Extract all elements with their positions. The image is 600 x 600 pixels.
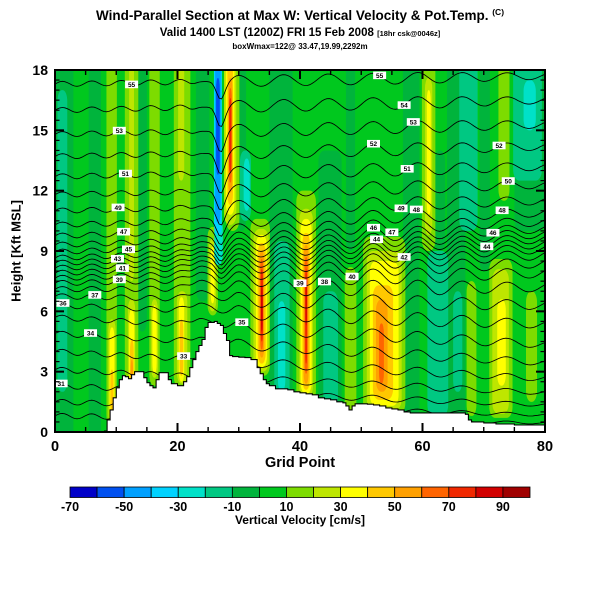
svg-text:-70: -70 xyxy=(61,500,79,514)
svg-text:46: 46 xyxy=(370,225,378,232)
svg-text:53: 53 xyxy=(116,128,124,135)
plot-title: Wind-Parallel Section at Max W: Vertical… xyxy=(0,7,600,23)
svg-text:52: 52 xyxy=(495,143,503,150)
svg-text:-50: -50 xyxy=(115,500,133,514)
svg-text:37: 37 xyxy=(91,292,99,299)
svg-text:30: 30 xyxy=(334,500,348,514)
svg-text:12: 12 xyxy=(32,183,48,199)
svg-text:80: 80 xyxy=(537,439,553,455)
svg-text:40: 40 xyxy=(292,439,308,455)
colorbar: -70 -50 -30 -10 10 30 50 70 90 xyxy=(61,486,531,514)
svg-text:41: 41 xyxy=(119,266,127,273)
valid-time-text: Valid 1400 LST (1200Z) FRI 15 Feb 2008 xyxy=(159,27,374,39)
svg-text:-10: -10 xyxy=(223,500,241,514)
svg-text:0: 0 xyxy=(51,439,59,455)
svg-text:44: 44 xyxy=(373,237,381,244)
svg-text:15: 15 xyxy=(32,122,48,138)
svg-text:39: 39 xyxy=(296,281,304,288)
svg-text:51: 51 xyxy=(122,171,130,178)
svg-text:44: 44 xyxy=(483,244,491,251)
svg-text:36: 36 xyxy=(59,300,67,307)
svg-text:49: 49 xyxy=(397,206,405,213)
plot-subtitle: Valid 1400 LST (1200Z) FRI 15 Feb 2008 [… xyxy=(0,27,600,39)
svg-text:31: 31 xyxy=(58,381,66,388)
svg-text:33: 33 xyxy=(180,353,188,360)
terrain-silhouette xyxy=(104,320,545,432)
svg-text:47: 47 xyxy=(120,229,128,236)
svg-text:48: 48 xyxy=(413,207,421,214)
max-w-annotation: boxWmax=122@ 33.47,19.99,2292m xyxy=(232,42,368,51)
forecast-note-text: [18hr csk@0046z] xyxy=(377,29,441,38)
svg-text:39: 39 xyxy=(116,277,124,284)
svg-text:9: 9 xyxy=(40,243,48,259)
svg-text:10: 10 xyxy=(280,500,294,514)
plot-title-units: (C) xyxy=(492,7,505,17)
svg-text:35: 35 xyxy=(238,320,246,327)
svg-text:53: 53 xyxy=(410,119,418,126)
plot-title-text: Wind-Parallel Section at Max W: Vertical… xyxy=(95,8,489,23)
svg-text:49: 49 xyxy=(114,205,122,212)
svg-text:70: 70 xyxy=(442,500,456,514)
svg-text:47: 47 xyxy=(388,230,396,237)
svg-text:48: 48 xyxy=(499,208,507,215)
svg-text:42: 42 xyxy=(401,254,409,261)
svg-text:50: 50 xyxy=(388,500,402,514)
svg-text:43: 43 xyxy=(114,256,122,263)
svg-text:60: 60 xyxy=(414,439,430,455)
svg-text:46: 46 xyxy=(489,230,497,237)
svg-text:3: 3 xyxy=(40,364,48,380)
svg-text:45: 45 xyxy=(125,247,133,254)
svg-text:6: 6 xyxy=(40,303,48,319)
pot-temp-contours xyxy=(55,72,545,425)
x-axis-label: Grid Point xyxy=(264,455,336,471)
svg-text:52: 52 xyxy=(370,141,378,148)
svg-text:20: 20 xyxy=(169,439,185,455)
svg-text:51: 51 xyxy=(404,166,412,173)
colorbar-title: Vertical Velocity [cm/s] xyxy=(234,513,366,527)
svg-text:0: 0 xyxy=(40,424,48,440)
svg-text:40: 40 xyxy=(348,274,356,281)
svg-text:55: 55 xyxy=(128,82,136,89)
svg-text:90: 90 xyxy=(496,500,510,514)
svg-text:54: 54 xyxy=(401,102,409,109)
svg-text:55: 55 xyxy=(376,73,384,80)
svg-text:34: 34 xyxy=(87,330,95,337)
svg-text:50: 50 xyxy=(505,178,513,185)
svg-text:38: 38 xyxy=(321,279,329,286)
svg-text:18: 18 xyxy=(32,62,48,78)
svg-text:-30: -30 xyxy=(169,500,187,514)
